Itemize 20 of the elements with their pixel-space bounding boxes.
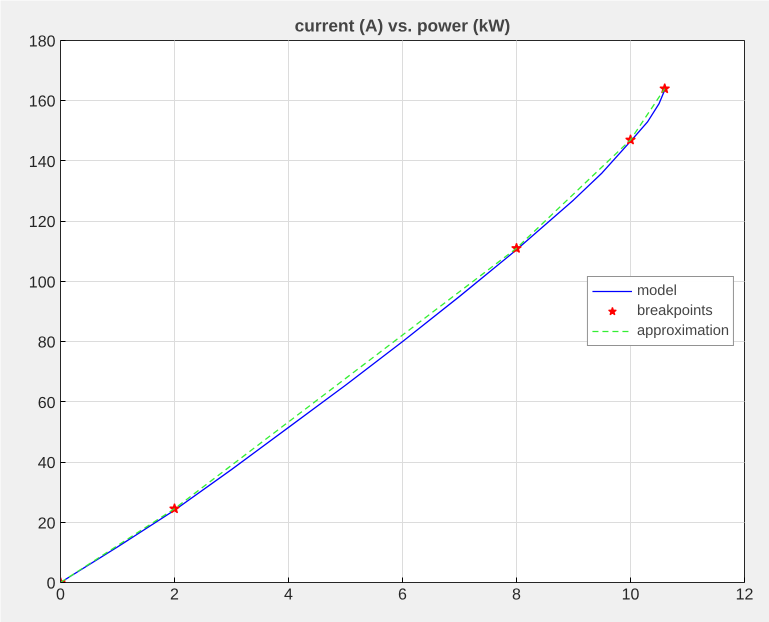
- y-tick-label: 180: [28, 34, 56, 50]
- y-tick-label: 40: [38, 455, 56, 472]
- legend-label: approximation: [636, 323, 729, 339]
- y-tick-label: 160: [28, 94, 56, 111]
- legend-label: model: [636, 283, 677, 299]
- x-tick-label: 12: [736, 586, 754, 604]
- x-tick-label: 8: [512, 586, 522, 604]
- y-tick-label: 80: [38, 334, 56, 352]
- x-tick-label: 6: [398, 586, 408, 604]
- y-tick-label: 60: [38, 394, 56, 412]
- y-tick-label: 140: [28, 154, 56, 171]
- y-tick-label: 120: [28, 214, 56, 232]
- legend-label: breakpoints: [636, 303, 713, 319]
- x-tick-label: 10: [622, 586, 640, 604]
- x-tick-label: 4: [284, 586, 294, 604]
- y-tick-label: 100: [28, 274, 56, 292]
- chart-title: current (A) vs. power (kW): [294, 16, 510, 36]
- x-tick-label: 2: [170, 586, 180, 604]
- y-tick-label: 20: [38, 515, 56, 532]
- y-tick-label: 0: [46, 576, 56, 592]
